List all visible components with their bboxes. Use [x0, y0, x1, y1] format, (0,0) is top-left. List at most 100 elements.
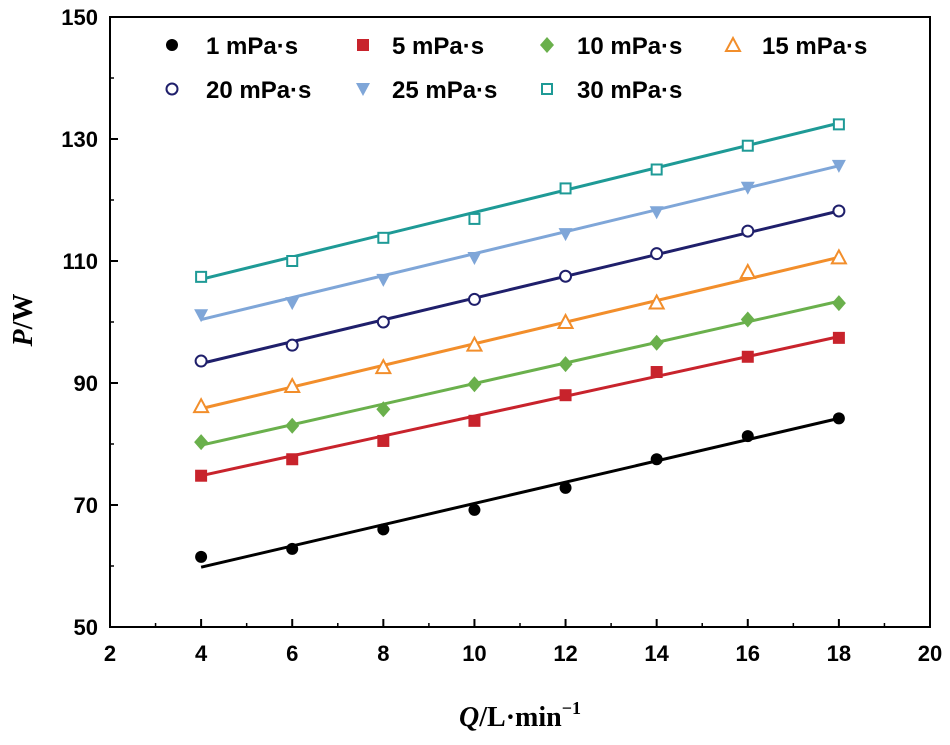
y-tick-label: 70: [74, 493, 98, 518]
data-point: [832, 204, 846, 218]
series-10-mpa-s: [194, 295, 846, 451]
x-axis-unit: /L·min: [478, 702, 562, 733]
data-point: [468, 503, 481, 516]
x-axis-var: Q: [459, 702, 479, 733]
legend: 1 mPa·s 5 mPa·s 10 mPa·s 15 mPa·s 20 mPa·s 25…: [165, 33, 867, 104]
series-25-mpa-s: [194, 159, 846, 323]
y-axis-unit: /W: [8, 294, 39, 331]
data-point: [377, 434, 390, 447]
data-point: [467, 292, 481, 306]
legend-marker: [166, 39, 178, 51]
x-tick-label: 16: [736, 641, 760, 666]
fit-line: [200, 335, 840, 478]
data-point: [831, 295, 846, 312]
data-point: [559, 182, 572, 195]
x-tick-label: 10: [462, 641, 486, 666]
legend-marker: [541, 83, 553, 95]
legend-label: 30 mPa·s: [577, 77, 682, 104]
data-point: [650, 163, 663, 176]
data-point: [465, 335, 484, 352]
data-point: [192, 397, 210, 414]
legend-label: 5 mPa·s: [392, 33, 484, 60]
x-axis-unit-exponent: −1: [562, 698, 581, 718]
legend-marker: [540, 37, 554, 53]
y-axis-title: P/W: [8, 294, 39, 348]
series-1-mpa-s: [195, 412, 845, 569]
x-tick-label: 8: [377, 641, 389, 666]
series-30-mpa-s: [195, 118, 845, 283]
data-point: [194, 434, 209, 451]
data-point: [285, 417, 300, 434]
legend-label: 20 mPa·s: [206, 77, 311, 104]
data-point: [741, 430, 754, 443]
legend-item: 15 mPa·s: [724, 33, 867, 60]
legend-label: 15 mPa·s: [762, 33, 867, 60]
y-axis-var: P: [8, 328, 39, 347]
legend-item: 1 mPa·s: [166, 33, 298, 60]
x-tick-label: 6: [286, 641, 298, 666]
fit-line: [200, 416, 840, 569]
data-point: [647, 293, 666, 310]
data-point: [195, 550, 208, 563]
data-point: [556, 312, 575, 329]
axes-layer: 2 4 6 8 10 12 14 16 18 20 50 70 90 110 130 150: [61, 5, 942, 666]
data-point: [741, 139, 754, 152]
data-point: [285, 338, 299, 352]
data-point: [467, 251, 482, 265]
legend-marker: [356, 83, 370, 96]
data-point: [740, 181, 755, 195]
data-point: [376, 401, 391, 418]
data-point: [376, 315, 390, 329]
fit-line: [200, 299, 840, 447]
data-point: [285, 297, 300, 311]
data-point: [286, 453, 299, 466]
y-tick-label: 130: [61, 127, 98, 152]
legend-marker: [724, 35, 742, 52]
x-tick-label: 14: [644, 641, 669, 666]
x-tick-label: 20: [918, 641, 942, 666]
data-point: [650, 453, 663, 466]
legend-marker: [357, 39, 369, 51]
series-layer: [192, 118, 848, 569]
legend-item: 30 mPa·s: [541, 77, 682, 104]
legend-label: 10 mPa·s: [577, 33, 682, 60]
data-point: [283, 376, 301, 394]
data-point: [830, 248, 848, 265]
y-tick-label: 110: [63, 249, 99, 274]
data-point: [286, 542, 299, 555]
plot-frame: [109, 16, 931, 628]
legend-item: 5 mPa·s: [357, 33, 484, 60]
data-point: [741, 350, 754, 363]
data-point: [832, 331, 845, 344]
fit-line: [200, 164, 840, 322]
data-point: [649, 206, 664, 220]
data-point: [832, 412, 845, 425]
data-point: [468, 212, 481, 225]
legend-item: 25 mPa·s: [356, 77, 497, 104]
data-point: [468, 414, 481, 427]
data-point: [194, 309, 209, 323]
series-20-mpa-s: [194, 204, 846, 368]
x-tick-label: 12: [553, 641, 577, 666]
data-point: [194, 354, 208, 368]
data-point: [376, 273, 391, 287]
legend-item: 20 mPa·s: [165, 77, 311, 104]
y-tick-label: 90: [74, 371, 98, 396]
data-point: [286, 255, 299, 267]
y-tick-label: 150: [61, 5, 98, 30]
data-point: [649, 334, 664, 351]
data-point: [377, 523, 390, 536]
data-point: [377, 231, 390, 244]
data-point: [559, 389, 572, 402]
data-point: [740, 311, 755, 328]
y-tick-label: 50: [74, 615, 98, 640]
legend-label: 1 mPa·s: [206, 33, 298, 60]
data-point: [831, 159, 846, 173]
data-point: [832, 118, 845, 131]
x-axis-title: Q/L·min−1: [459, 698, 581, 733]
fit-line: [200, 209, 840, 365]
series-15-mpa-s: [192, 248, 848, 414]
data-point: [558, 228, 573, 242]
data-point: [195, 469, 208, 482]
